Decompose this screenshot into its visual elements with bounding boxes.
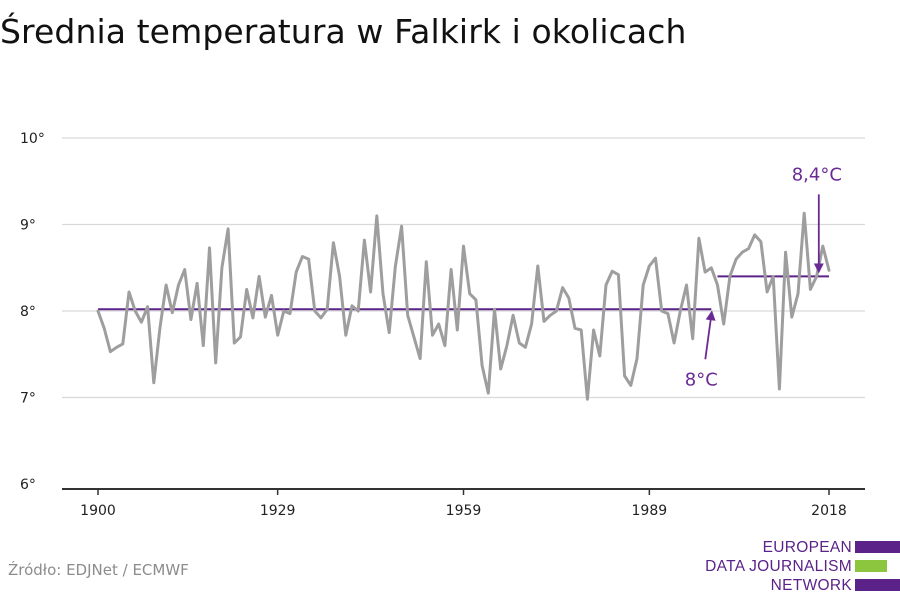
annotation-label: 8°C xyxy=(685,369,718,390)
logo-line-2: DATA JOURNALISM xyxy=(705,558,852,575)
temperature-series-line xyxy=(96,211,831,401)
logo-text: EUROPEAN DATA JOURNALISM NETWORK xyxy=(705,538,852,595)
logo-bar-3 xyxy=(855,579,900,591)
annotations: 8°C 8,4°C xyxy=(685,164,842,390)
x-tick-label: 1959 xyxy=(446,503,482,519)
x-tick-label: 2018 xyxy=(811,503,847,519)
logo-bars xyxy=(855,541,900,598)
y-tick-label: 10° xyxy=(20,131,45,147)
x-tick-label: 1929 xyxy=(260,503,296,519)
gridlines xyxy=(62,137,865,399)
logo-line-1: EUROPEAN xyxy=(762,539,852,556)
logo-bar-1 xyxy=(855,541,900,553)
x-tick-label: 1989 xyxy=(632,503,668,519)
logo-bar-2 xyxy=(855,560,887,572)
annotation-label: 8,4°C xyxy=(792,164,842,185)
edjnet-logo: EUROPEAN DATA JOURNALISM NETWORK xyxy=(700,538,900,596)
y-tick-label: 8° xyxy=(20,304,36,320)
source-note: Źródło: EDJNet / ECMWF xyxy=(8,561,189,579)
series-layer xyxy=(96,211,831,401)
y-tick-label: 7° xyxy=(20,391,36,407)
y-tick-label: 9° xyxy=(20,218,36,234)
y-tick-label: 6° xyxy=(20,477,36,493)
y-axis-ticks: 6° 7° 8° 9° 10° xyxy=(20,131,45,493)
x-tick-label: 1900 xyxy=(80,503,116,519)
x-axis: 1900 1929 1959 1989 2018 xyxy=(62,488,865,519)
annotation-arrow xyxy=(704,310,716,360)
logo-line-3: NETWORK xyxy=(770,577,852,594)
chart-title: Średnia temperatura w Falkirk i okolicac… xyxy=(0,12,687,51)
